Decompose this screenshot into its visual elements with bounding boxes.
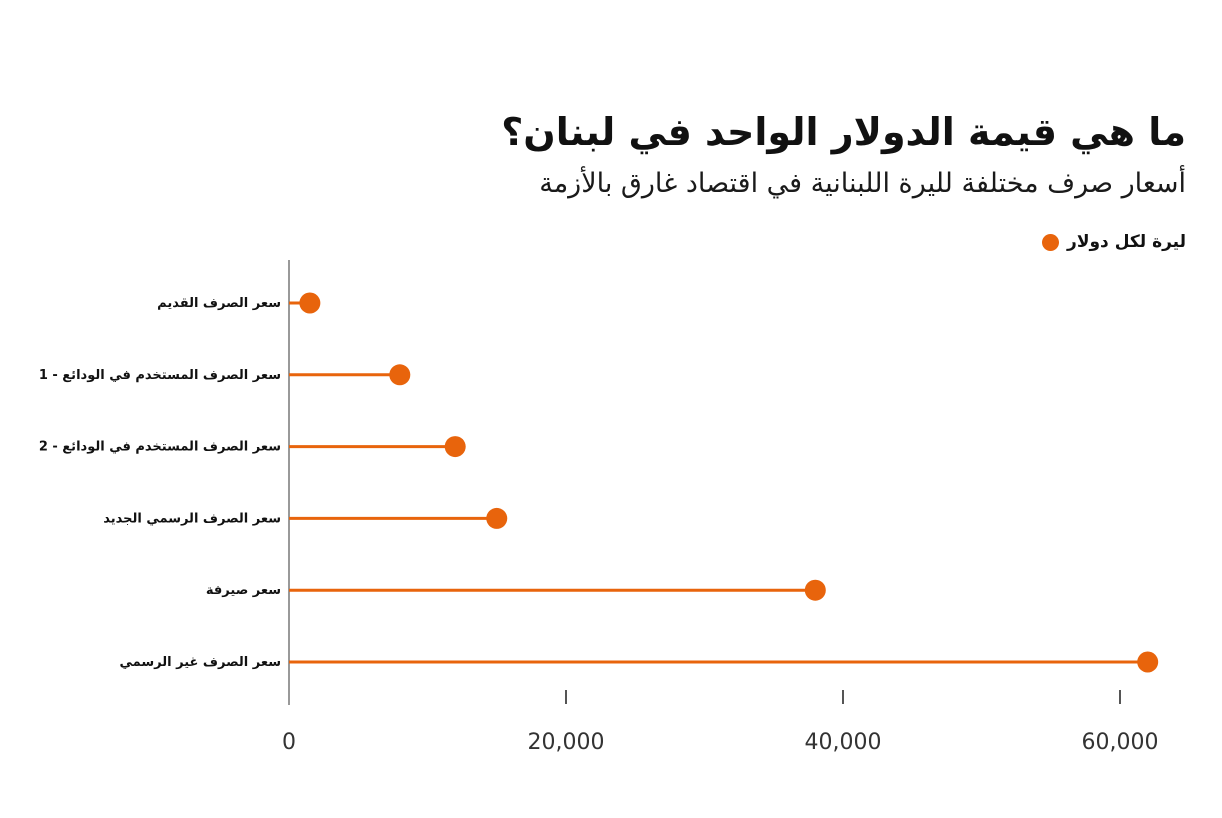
legend-swatch: [1042, 233, 1060, 251]
lollipop-dot-0: [299, 292, 321, 314]
category-label-1: سعر الصرف المستخدم في الودائع - 1: [39, 368, 281, 383]
lollipop-dot-2: [444, 436, 466, 458]
category-label-3: سعر الصرف الرسمي الجديد: [103, 511, 281, 526]
lollipop-dot-4: [804, 579, 826, 601]
category-label-0: سعر الصرف القديم: [157, 296, 281, 311]
lollipop-dot-5: [1137, 651, 1159, 673]
x-tick-label-1: 20,000: [528, 730, 605, 755]
x-tick-label-2: 40,000: [805, 730, 882, 755]
legend-label: ليرة لكل دولار: [1067, 232, 1186, 252]
lollipop-dot-1: [389, 364, 411, 386]
legend: ليرة لكل دولار: [1042, 232, 1186, 252]
chart-title: ما هي قيمة الدولار الواحد في لبنان؟: [501, 110, 1186, 154]
category-label-2: سعر الصرف المستخدم في الودائع - 2: [39, 440, 281, 455]
category-label-4: سعر صيرفة: [206, 583, 281, 598]
chart-subtitle: أسعار صرف مختلفة لليرة اللبنانية في اقتص…: [539, 168, 1186, 199]
x-tick-label-3: 60,000: [1082, 730, 1159, 755]
lollipop-dot-3: [486, 507, 508, 529]
x-tick-label-0: 0: [282, 730, 296, 755]
category-label-5: سعر الصرف غير الرسمي: [120, 655, 281, 670]
